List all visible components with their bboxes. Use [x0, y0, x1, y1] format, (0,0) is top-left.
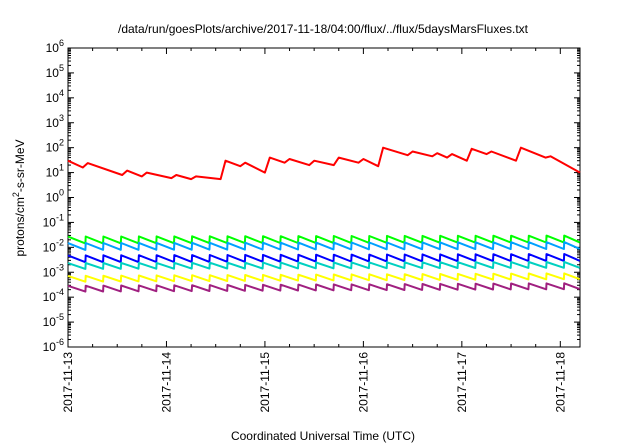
chart-title: /data/run/goesPlots/archive/2017-11-18/0… — [118, 22, 529, 36]
y-tick-base: 10 — [46, 66, 60, 80]
y-tick-exponent: 2 — [59, 138, 64, 148]
y-tick-label: 102 — [46, 138, 64, 155]
y-tick-exponent: -1 — [56, 212, 64, 222]
y-tick-exponent: 3 — [59, 113, 64, 123]
y-tick-label: 105 — [46, 63, 64, 80]
y-tick-exponent: -5 — [56, 312, 64, 322]
y-tick-base: 10 — [43, 315, 57, 329]
y-tick-exponent: 1 — [59, 163, 64, 173]
y-axis-label-pre: protons/cm — [13, 197, 27, 256]
x-axis-ticks: 2017-11-13 2017-11-14 2017-11-15 2017-11-16… — [61, 48, 567, 413]
series-line-3 — [67, 253, 581, 264]
y-tick-label: 10-3 — [43, 262, 64, 279]
series-line-4 — [67, 260, 581, 270]
y-tick-label: 100 — [46, 188, 64, 205]
y-tick-base: 10 — [46, 166, 60, 180]
y-tick-exponent: -2 — [56, 237, 64, 247]
y-axis-label-sup: 2 — [11, 192, 21, 197]
y-tick-label: 10-1 — [43, 212, 64, 229]
y-tick-base: 10 — [46, 191, 60, 205]
x-tick-label: 2017-11-14 — [159, 352, 173, 413]
y-tick-base: 10 — [46, 91, 60, 105]
y-tick-label: 106 — [46, 38, 64, 55]
x-tick-label: 2017-11-17 — [455, 352, 469, 413]
y-tick-base: 10 — [43, 215, 57, 229]
series-line-5 — [67, 272, 581, 283]
x-tick-label: 2017-11-16 — [356, 352, 370, 413]
y-tick-label: 10-4 — [43, 287, 64, 304]
plot-frame — [67, 47, 581, 348]
series-group — [67, 146, 581, 293]
y-tick-base: 10 — [43, 240, 57, 254]
y-tick-exponent: -3 — [56, 262, 64, 272]
y-tick-label: 103 — [46, 113, 64, 130]
x-tick-label: 2017-11-15 — [258, 352, 272, 413]
y-tick-exponent: 6 — [59, 38, 64, 48]
series-line-6 — [67, 282, 581, 293]
x-tick-label: 2017-11-13 — [61, 352, 75, 413]
y-tick-label: 10-6 — [43, 337, 64, 354]
y-tick-exponent: 5 — [59, 63, 64, 73]
x-tick-label: 2017-11-18 — [553, 352, 567, 413]
series-line-2 — [67, 241, 581, 251]
y-axis-ticks: 10-610-510-410-310-210-11001011021031041… — [43, 38, 580, 354]
y-tick-base: 10 — [43, 340, 57, 354]
y-axis-label-post: -s-sr-MeV — [13, 139, 27, 192]
y-tick-base: 10 — [43, 265, 57, 279]
y-tick-label: 101 — [46, 163, 64, 180]
series-line-1 — [67, 234, 581, 245]
y-tick-exponent: -4 — [56, 287, 64, 297]
x-axis-label: Coordinated Universal Time (UTC) — [231, 429, 415, 443]
y-tick-base: 10 — [43, 290, 57, 304]
series-line-0 — [67, 146, 581, 181]
y-tick-base: 10 — [46, 141, 60, 155]
y-tick-base: 10 — [46, 116, 60, 130]
y-axis-label: protons/cm2-s-sr-MeV — [11, 139, 27, 256]
y-tick-exponent: -6 — [56, 337, 64, 347]
y-tick-label: 10-2 — [43, 237, 64, 254]
y-tick-label: 104 — [46, 88, 64, 105]
y-tick-base: 10 — [46, 41, 60, 55]
y-tick-label: 10-5 — [43, 312, 64, 329]
y-tick-exponent: 0 — [59, 188, 64, 198]
y-tick-exponent: 4 — [59, 88, 64, 98]
